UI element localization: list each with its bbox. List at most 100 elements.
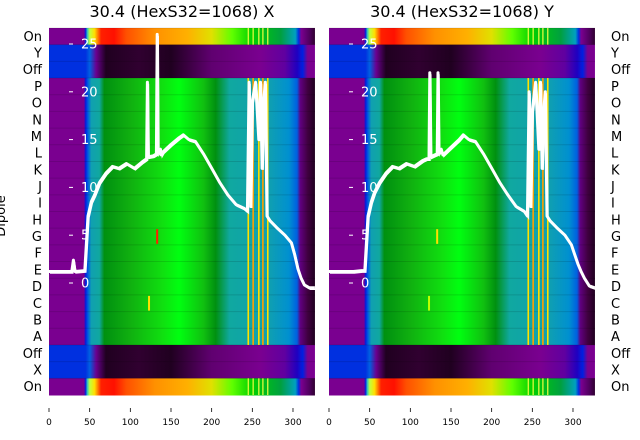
- x-tick-label: 250: [524, 418, 541, 428]
- panel-y: 30.4 (HexS32=1068) YOnYOffPONMLKJIHGFEDC…: [326, 2, 631, 428]
- inner-y-tick-label: 0: [81, 277, 89, 292]
- row-label: A: [33, 330, 42, 345]
- stripe: [258, 378, 260, 395]
- inner-y-tick-label: 10: [81, 181, 98, 196]
- row-label: F: [611, 247, 618, 262]
- row-label: J: [610, 180, 615, 195]
- row-label: H: [611, 213, 621, 228]
- x-tick-label: 150: [162, 418, 179, 428]
- row-label: K: [611, 163, 620, 178]
- row-label: O: [32, 97, 42, 112]
- x-tick-label: 300: [564, 418, 581, 428]
- stripe: [532, 28, 534, 45]
- heatmap-row: [49, 328, 315, 346]
- inner-y-tick-label: 5: [361, 229, 369, 244]
- row-label: N: [611, 113, 621, 128]
- row-label: E: [34, 263, 42, 278]
- stripe: [542, 28, 544, 45]
- heatmap-row: [49, 161, 315, 179]
- row-label: D: [32, 280, 42, 295]
- stripe: [258, 28, 260, 45]
- x-tick-label: 250: [244, 418, 261, 428]
- x-tick-label: 200: [483, 418, 500, 428]
- heatmap-row: [49, 344, 315, 363]
- stripe: [262, 28, 264, 45]
- x-tick-label: 50: [364, 418, 376, 428]
- stripe: [252, 378, 254, 395]
- row-label: M: [611, 130, 622, 145]
- row-label: B: [611, 313, 620, 328]
- row-label: Off: [23, 347, 43, 362]
- x-tick-label: 150: [442, 418, 459, 428]
- stripe: [547, 28, 549, 45]
- row-label: L: [611, 147, 619, 162]
- row-label: Off: [23, 63, 43, 78]
- row-label: On: [611, 30, 629, 45]
- inner-y-tick-label: 0: [361, 277, 369, 292]
- stripe: [267, 378, 269, 395]
- heatmap-row: [49, 244, 315, 263]
- stripe: [542, 78, 544, 345]
- inner-y-tick-label: 15: [81, 133, 98, 148]
- heatmap-row: [49, 61, 315, 79]
- heatmap-row: [329, 161, 595, 179]
- heatmap-row: [329, 328, 595, 346]
- row-label: Off: [611, 63, 631, 78]
- y-axis-label: Dipole: [0, 195, 9, 236]
- marker: [436, 229, 439, 244]
- row-label: Off: [611, 347, 631, 362]
- row-label: On: [24, 380, 42, 395]
- row-label: C: [611, 297, 620, 312]
- x-tick-label: 0: [326, 418, 332, 428]
- heatmap-row: [329, 111, 595, 129]
- stripe: [267, 28, 269, 45]
- stripe: [532, 78, 534, 345]
- heatmap-row: [329, 361, 595, 379]
- stripe: [527, 28, 529, 45]
- row-label: X: [611, 363, 620, 378]
- marker: [148, 295, 151, 311]
- stripe: [538, 378, 540, 395]
- trace-line: [330, 74, 596, 291]
- row-label: P: [34, 80, 42, 95]
- row-label: C: [33, 297, 42, 312]
- heatmap-row: [329, 378, 595, 396]
- inner-y-tick-label: 20: [81, 85, 98, 100]
- row-label: On: [611, 380, 629, 395]
- stripe: [247, 28, 249, 45]
- stripe: [262, 78, 264, 345]
- heatmap-row: [49, 378, 315, 396]
- heatmap-row: [329, 44, 595, 62]
- x-tick-label: 50: [84, 418, 96, 428]
- row-label: A: [611, 330, 620, 345]
- x-tick-label: 200: [203, 418, 220, 428]
- row-label: Y: [33, 47, 42, 62]
- row-label: K: [33, 163, 42, 178]
- stripe: [252, 28, 254, 45]
- stripe: [547, 378, 549, 395]
- x-tick-label: 100: [402, 418, 419, 428]
- row-label: B: [33, 313, 42, 328]
- stripe: [262, 378, 264, 395]
- heatmap-row: [49, 361, 315, 379]
- x-tick-label: 0: [46, 418, 52, 428]
- heatmap-row: [329, 311, 595, 329]
- chart-title: 30.4 (HexS32=1068) Y: [370, 2, 554, 21]
- row-label: I: [38, 197, 42, 212]
- row-label: D: [611, 280, 621, 295]
- inner-y-tick-label: 25: [81, 38, 98, 53]
- row-label: H: [32, 213, 42, 228]
- row-label: M: [31, 130, 42, 145]
- row-label: G: [611, 230, 621, 245]
- inner-y-tick-label: 5: [81, 229, 89, 244]
- heatmap-row: [49, 311, 315, 329]
- heatmap-row: [329, 344, 595, 363]
- stripe: [252, 78, 254, 345]
- row-label: L: [35, 147, 43, 162]
- row-label: P: [611, 80, 619, 95]
- x-tick-label: 300: [284, 418, 301, 428]
- row-label: G: [32, 230, 42, 245]
- heatmap-row: [329, 61, 595, 79]
- stripe: [542, 378, 544, 395]
